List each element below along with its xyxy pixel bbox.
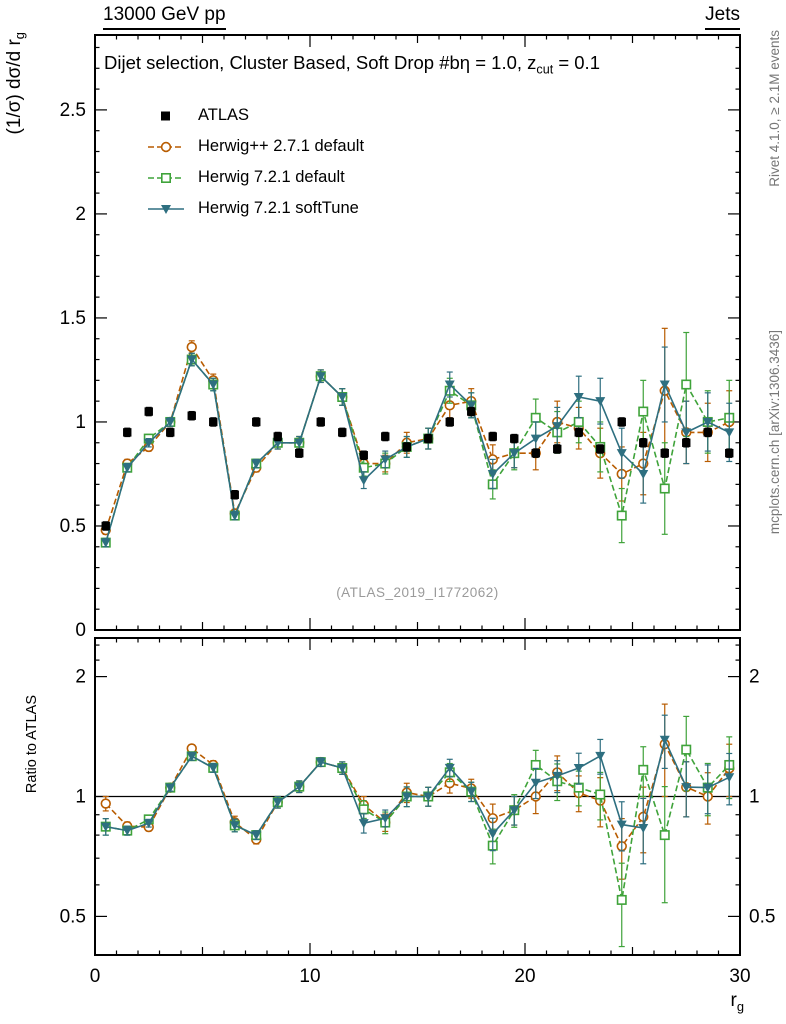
x-axis-title-subscript: g xyxy=(736,998,744,1014)
svg-text:20: 20 xyxy=(514,966,535,987)
svg-text:10: 10 xyxy=(299,966,320,987)
herwig-721-softtune-marker-icon xyxy=(148,201,184,217)
herwig-721-softtune-series xyxy=(100,346,735,548)
svg-text:1: 1 xyxy=(75,412,86,433)
svg-text:30: 30 xyxy=(729,966,750,987)
herwig-721-softtune-ratio-series xyxy=(100,714,735,865)
atlas-data-points xyxy=(101,406,734,531)
selection-title-suffix: = 0.1 xyxy=(553,52,600,73)
legend-item-herwig-721-default: Herwig 7.2.1 default xyxy=(148,166,364,189)
legend-item-atlas: ATLAS xyxy=(148,104,364,127)
main-y-axis-title-subscript: g xyxy=(11,32,27,40)
legend: ATLAS Herwig++ 2.7.1 default Herwig 7.2.… xyxy=(148,104,364,220)
legend-label-atlas: ATLAS xyxy=(198,106,250,124)
svg-text:2: 2 xyxy=(749,667,760,688)
svg-text:0.5: 0.5 xyxy=(749,906,775,927)
main-y-axis-title-text: (1/σ) dσ/d r xyxy=(4,39,25,135)
beam-energy-label: 13000 GeV pp xyxy=(103,4,226,30)
svg-text:0: 0 xyxy=(90,966,101,987)
svg-text:1.5: 1.5 xyxy=(60,308,86,329)
x-axis-title: rg xyxy=(730,990,744,1014)
svg-text:2: 2 xyxy=(75,204,86,225)
svg-text:1: 1 xyxy=(749,787,760,808)
legend-label-herwig-271-default: Herwig++ 2.7.1 default xyxy=(198,137,365,155)
analysis-id-watermark: (ATLAS_2019_I1772062) xyxy=(336,585,499,600)
main-y-axis-title: (1/σ) dσ/d rg xyxy=(4,32,27,134)
herwig-721-default-marker-icon xyxy=(148,170,184,186)
mcplots-reference-label: mcplots.cern.ch [arXiv:1306.3436] xyxy=(767,330,782,535)
rivet-version-label: Rivet 4.1.0, ≥ 2.1M events xyxy=(767,30,782,187)
svg-text:2.5: 2.5 xyxy=(60,100,86,121)
svg-text:2: 2 xyxy=(75,667,86,688)
selection-title-subscript: cut xyxy=(536,62,554,77)
legend-item-herwig-271-default: Herwig++ 2.7.1 default xyxy=(148,135,364,158)
atlas-marker-icon xyxy=(148,108,184,124)
herwig-271-default-ratio-series xyxy=(100,703,735,880)
legend-label-herwig-721-softtune: Herwig 7.2.1 softTune xyxy=(198,199,359,217)
svg-text:0: 0 xyxy=(75,620,86,641)
legend-item-herwig-721-softtune: Herwig 7.2.1 softTune xyxy=(148,197,364,220)
x-axis-title-text: r xyxy=(730,990,737,1011)
svg-text:0.5: 0.5 xyxy=(60,516,86,537)
svg-text:0.5: 0.5 xyxy=(60,906,86,927)
process-label: Jets xyxy=(705,4,740,30)
axis-tick-labels: 00.511.522.50.5 0.51 12 20 10 20 30 xyxy=(60,100,776,987)
svg-text:1: 1 xyxy=(75,787,86,808)
selection-title: Dijet selection, Cluster Based, Soft Dro… xyxy=(104,52,600,77)
ratio-y-axis-title: Ratio to ATLAS xyxy=(24,695,40,794)
legend-label-herwig-721-default: Herwig 7.2.1 default xyxy=(198,168,345,186)
herwig-271-marker-icon xyxy=(148,139,184,155)
selection-title-text: Dijet selection, Cluster Based, Soft Dro… xyxy=(104,52,537,73)
